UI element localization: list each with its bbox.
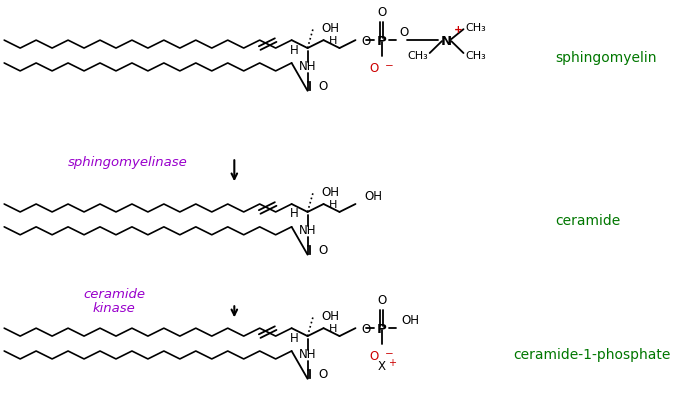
Text: H: H <box>329 324 337 333</box>
Text: X: X <box>378 360 385 373</box>
Text: H: H <box>329 36 337 46</box>
Text: N: N <box>441 34 452 47</box>
Text: ceramide-1-phosphate: ceramide-1-phosphate <box>513 348 671 362</box>
Text: NH: NH <box>299 224 316 237</box>
Text: O: O <box>319 367 328 380</box>
Text: −: − <box>385 61 393 71</box>
Text: O: O <box>369 349 379 362</box>
Text: P: P <box>377 322 387 335</box>
Text: +: + <box>388 357 397 367</box>
Text: NH: NH <box>299 348 316 361</box>
Text: H: H <box>329 200 337 209</box>
Text: O: O <box>377 294 386 307</box>
Text: ceramide: ceramide <box>556 214 621 228</box>
Text: OH: OH <box>322 185 339 198</box>
Text: +: + <box>454 25 463 35</box>
Text: OH: OH <box>365 189 383 202</box>
Text: OH: OH <box>322 22 339 35</box>
Text: P: P <box>377 34 387 47</box>
Text: H: H <box>289 43 298 56</box>
Text: NH: NH <box>299 60 316 73</box>
Text: CH₃: CH₃ <box>407 51 428 61</box>
Text: kinase: kinase <box>93 301 135 314</box>
Text: O: O <box>369 62 379 75</box>
Text: ceramide: ceramide <box>83 287 145 300</box>
Text: sphingomyelin: sphingomyelin <box>556 50 657 64</box>
Text: OH: OH <box>401 313 420 326</box>
Text: H: H <box>289 331 298 344</box>
Text: O: O <box>319 244 328 256</box>
Text: H: H <box>289 207 298 220</box>
Text: CH₃: CH₃ <box>466 51 486 61</box>
Text: sphingomyelinase: sphingomyelinase <box>68 155 188 169</box>
Text: O: O <box>361 322 370 335</box>
Text: O: O <box>399 26 409 39</box>
Text: O: O <box>319 80 328 93</box>
Text: CH₃: CH₃ <box>466 23 486 33</box>
Text: O: O <box>377 6 386 19</box>
Text: O: O <box>361 34 370 47</box>
Text: −: − <box>385 348 393 358</box>
Text: OH: OH <box>322 309 339 322</box>
